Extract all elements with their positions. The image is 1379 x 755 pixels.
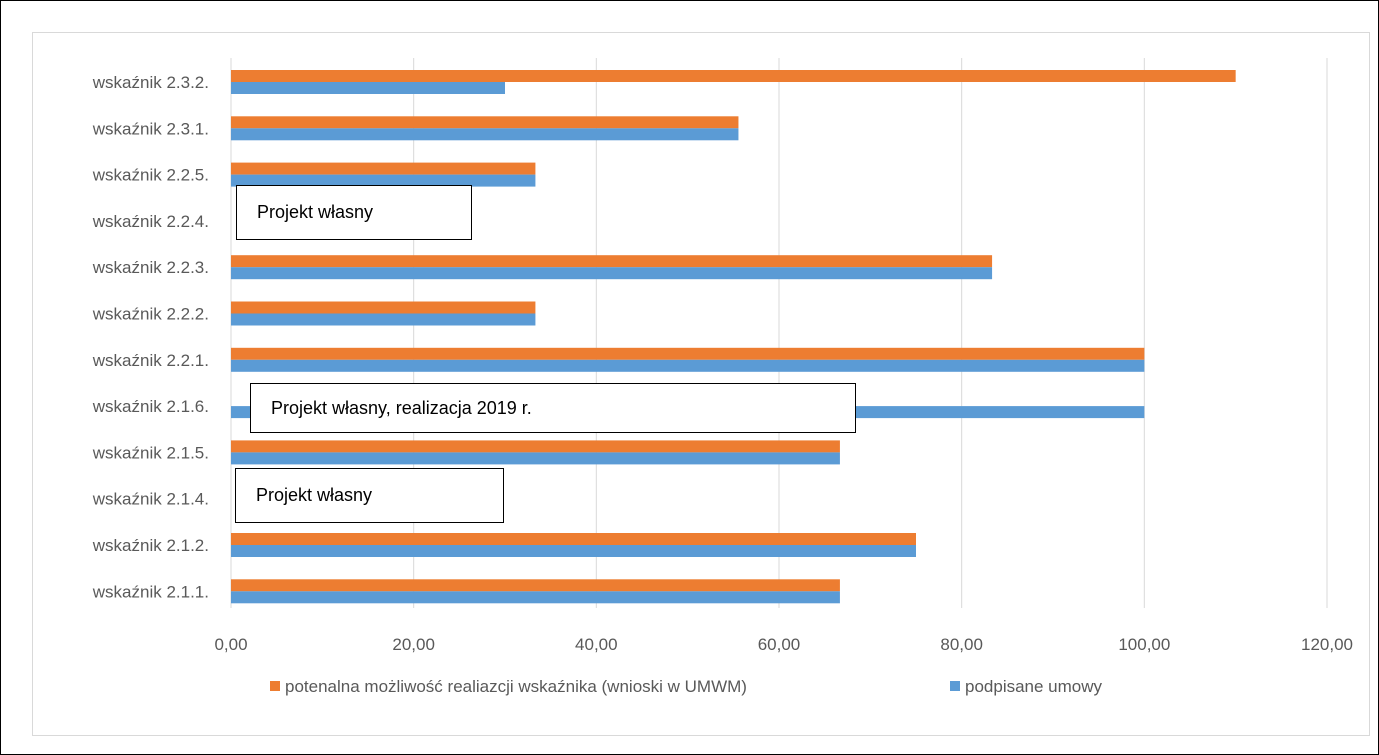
bar-signed (231, 313, 536, 326)
bar-signed (231, 452, 840, 465)
category-label: wskaźnik 2.3.1. (92, 119, 209, 138)
category-label: wskaźnik 2.1.1. (92, 582, 209, 601)
x-tick-label: 60,00 (758, 635, 801, 654)
legend-label: podpisane umowy (965, 677, 1103, 696)
annotation-box-2-1-4: Projekt własny (235, 468, 504, 523)
bar-signed (231, 359, 1145, 372)
legend-swatch (950, 681, 960, 691)
bar-potential (231, 70, 1236, 82)
x-tick-label: 0,00 (214, 635, 247, 654)
category-label: wskaźnik 2.1.4. (92, 490, 209, 509)
bar-signed (231, 267, 993, 280)
x-tick-label: 20,00 (392, 635, 435, 654)
bar-potential (231, 162, 536, 175)
x-tick-label: 100,00 (1118, 635, 1170, 654)
annotation-text: Projekt własny (256, 485, 373, 505)
bar-signed (231, 545, 916, 557)
bar-potential (231, 533, 916, 545)
bar-signed (231, 174, 536, 187)
category-label: wskaźnik 2.2.5. (92, 166, 209, 185)
bar-potential (231, 255, 993, 268)
annotation-text: Projekt własny (257, 202, 374, 222)
category-label: wskaźnik 2.2.3. (92, 258, 209, 277)
bar-signed (231, 591, 840, 604)
annotation-text: Projekt własny, realizacja 2019 r. (271, 397, 532, 418)
bar-potential (231, 301, 536, 314)
category-label: wskaźnik 2.2.4. (92, 212, 209, 231)
bar-potential (231, 579, 840, 592)
bar-potential (231, 347, 1145, 360)
category-label: wskaźnik 2.3.2. (92, 73, 209, 92)
category-label: wskaźnik 2.1.6. (92, 397, 209, 416)
x-tick-label: 120,00 (1301, 635, 1353, 654)
bar-potential (231, 440, 840, 453)
bar-signed (231, 128, 739, 141)
category-label: wskaźnik 2.1.5. (92, 443, 209, 462)
bar-signed (231, 82, 505, 94)
legend-label: potenalna możliwość realiazcji wskaźnika… (285, 677, 747, 696)
annotation-box-2-2-4: Projekt własny (236, 185, 472, 240)
legend-swatch (270, 681, 280, 691)
category-label: wskaźnik 2.2.2. (92, 305, 209, 324)
bar-potential (231, 116, 739, 129)
annotation-box-2-1-6: Projekt własny, realizacja 2019 r. (250, 383, 856, 433)
x-tick-label: 40,00 (575, 635, 618, 654)
category-label: wskaźnik 2.1.2. (92, 536, 209, 555)
category-label: wskaźnik 2.2.1. (92, 351, 209, 370)
x-tick-label: 80,00 (940, 635, 983, 654)
